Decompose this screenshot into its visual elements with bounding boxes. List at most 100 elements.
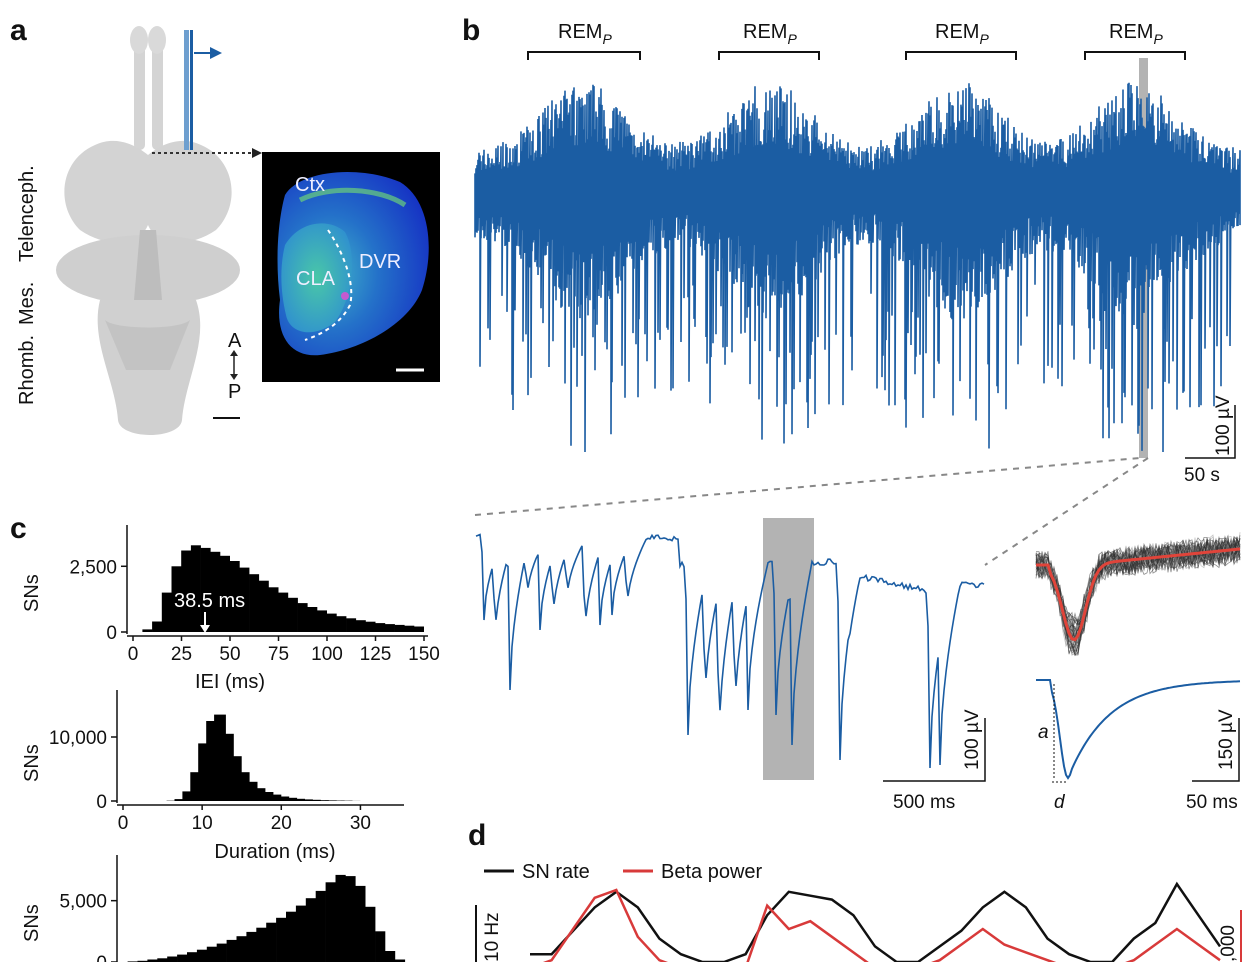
panel-d: d SN rate Beta power 10 Hz ,000 (468, 819, 1242, 962)
hist-bar (346, 618, 357, 632)
hist-bar (297, 603, 308, 632)
hist-bar (326, 613, 337, 632)
posterior-label: P (228, 381, 241, 403)
hist-bar (266, 922, 277, 962)
d-series-2 (542, 888, 1221, 962)
hist-bar (286, 911, 297, 962)
panel-a-label: a (10, 14, 27, 47)
rem-label-3: REMP (935, 21, 989, 47)
hist-bar (317, 610, 327, 632)
hist-bar (394, 624, 405, 632)
hist-bar (187, 952, 198, 962)
hist-bar (285, 797, 298, 801)
hist-bar (325, 882, 336, 962)
hist-bar (295, 905, 307, 962)
waveform-measures: a d (1038, 684, 1066, 813)
x-tick-label: 10 (192, 813, 213, 834)
electrode-icon (184, 30, 222, 150)
hist-bar (276, 917, 287, 962)
x-tick-label: 125 (360, 644, 392, 665)
hist-bar (256, 927, 267, 962)
rem-bar-2 (718, 51, 820, 60)
hist-bar (355, 885, 366, 962)
x-tick-label: 100 (311, 644, 343, 665)
hist-bar (269, 794, 282, 801)
y-tick-label: 2,500 (69, 557, 117, 578)
panel-a: a Rhomb. Mes. Telenceph. (10, 14, 440, 435)
overlay-trace (1035, 539, 1241, 656)
hist-bar (214, 714, 226, 801)
brain-illustration (56, 26, 240, 435)
hist-bar (226, 939, 237, 962)
d-traces (530, 881, 1222, 962)
x-tick-label: 150 (408, 644, 440, 665)
scale-wave-time: 50 ms (1186, 792, 1238, 813)
hist-bar (278, 592, 289, 632)
hist-bar (142, 629, 153, 632)
hist-bar (309, 799, 321, 801)
hist-bar (174, 799, 187, 801)
hist-bar (236, 936, 247, 962)
d-ylabel-left: 10 Hz (482, 912, 503, 962)
iei-xlabel: IEI (ms) (195, 671, 265, 693)
hist-bar (237, 772, 250, 801)
iei-ylabel: SNs (21, 574, 43, 612)
amplitude-label: a (1038, 722, 1049, 743)
zoom-line-right (984, 457, 1149, 566)
y-tick-label: 0 (96, 953, 107, 962)
zoomed-trace (475, 533, 985, 769)
hist-bar (249, 574, 260, 632)
overlay-trace (1035, 538, 1241, 640)
hist-bar (147, 959, 158, 962)
scale-bar-top: 100 µV 50 s (1184, 395, 1236, 486)
ctx-label: Ctx (295, 174, 325, 196)
hist-bar (182, 791, 195, 801)
x-tick-label: 20 (271, 813, 292, 834)
hist-bar (307, 607, 318, 632)
zoom-line-left (474, 457, 1141, 516)
dvr-label: DVR (359, 251, 401, 273)
region-rhomb-label: Rhomb. (16, 335, 38, 405)
rem-label-4: REMP (1109, 21, 1163, 47)
scale-wave-voltage: 150 µV (1216, 709, 1237, 770)
single-waveform (1036, 679, 1241, 780)
long-recording-trace (474, 82, 1241, 453)
hist-bar (206, 946, 217, 962)
scale-mid-voltage: 100 µV (962, 709, 983, 770)
hist-bar (287, 597, 298, 632)
hist-bar (196, 949, 208, 962)
hist-bar (137, 960, 148, 962)
hist-bar (229, 756, 242, 801)
hist-bar (375, 623, 386, 632)
hist-bar (229, 561, 240, 632)
histology-inset: Ctx CLA DVR (262, 152, 440, 382)
hist-bar (220, 555, 230, 632)
hist-bar (216, 943, 227, 962)
hist-bar (394, 959, 406, 962)
duration-xlabel: Duration (ms) (214, 841, 335, 863)
hist-bar (293, 798, 305, 801)
panel-b-label: b (462, 14, 480, 47)
hist-bar (355, 620, 366, 632)
rem-bar-4 (1084, 51, 1186, 60)
scale-bar-mid: 100 µV 500 ms (883, 709, 986, 813)
y-tick-label: 5,000 (59, 892, 107, 913)
hist-bar (268, 587, 279, 632)
hist-bar (336, 616, 347, 632)
third-ylabel: SNs (21, 904, 43, 942)
hist-bar (261, 792, 274, 801)
x-tick-label: 0 (118, 813, 129, 834)
hist-bar (200, 547, 211, 632)
hist-bar (335, 874, 346, 962)
hist-bar (177, 954, 188, 962)
iei-annotation: 38.5 ms (174, 590, 245, 612)
hist-bar (305, 898, 316, 962)
hist-bar (171, 566, 182, 632)
overlay-trace (1035, 536, 1241, 656)
x-tick-label: 0 (128, 644, 139, 665)
y-tick-label: 10,000 (49, 728, 107, 749)
hist-bar (157, 958, 168, 962)
duration-ylabel: SNs (21, 744, 43, 782)
inset-pointer (152, 148, 262, 158)
